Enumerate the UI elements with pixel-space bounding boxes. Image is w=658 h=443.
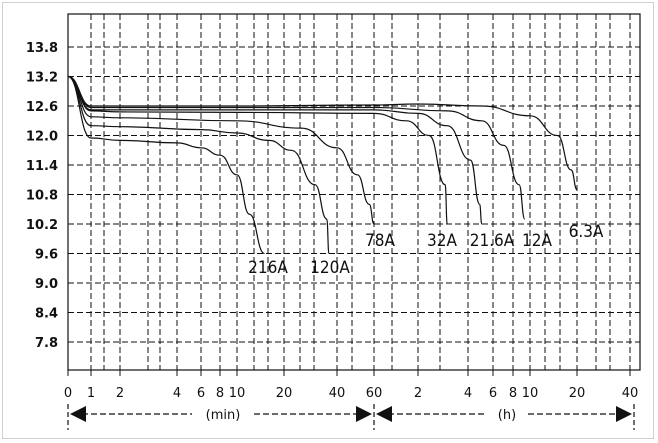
y-tick-label: 10.8 bbox=[26, 189, 58, 204]
x-tick-label: 40 bbox=[622, 386, 639, 401]
x-tick-label: 2 bbox=[414, 386, 422, 401]
time-unit-markers: (min) (h) bbox=[67, 404, 635, 430]
x-tick-label: 40 bbox=[329, 386, 346, 401]
x-tick-label: 6 bbox=[197, 386, 205, 401]
y-tick-labels: 13.8 13.2 12.6 12.0 11.4 10.8 10.2 9.6 9.0 8.4 7.8 bbox=[26, 41, 58, 351]
y-tick-label: 8.4 bbox=[35, 307, 58, 322]
curve-216a bbox=[67, 75, 265, 255]
y-tick-label: 10.2 bbox=[26, 218, 58, 233]
series-label: 32A bbox=[427, 231, 457, 251]
series-label: 12A bbox=[522, 231, 552, 251]
x-tick-labels: 0 1 2 4 6 8 10 20 40 60 2 4 6 8 10 20 40 bbox=[64, 386, 638, 401]
series-labels: 216A 120A 78A 32A 21.6A 12A 6.3A bbox=[248, 222, 604, 278]
min-arrow-left-head bbox=[70, 406, 86, 422]
curve-12a bbox=[67, 75, 526, 220]
y-tick-label: 12.0 bbox=[26, 130, 58, 145]
x-tick-label: 10 bbox=[229, 386, 246, 401]
x-tick-label: 8 bbox=[216, 386, 224, 401]
series-label: 216A bbox=[248, 258, 288, 278]
curve-120a bbox=[67, 75, 330, 255]
x-tick-label: 4 bbox=[464, 386, 472, 401]
curve-6-3a bbox=[67, 75, 578, 191]
x-tick-label: 20 bbox=[569, 386, 586, 401]
y-tick-label: 7.8 bbox=[35, 336, 58, 351]
x-tick-label: 4 bbox=[173, 386, 181, 401]
curve-32a bbox=[67, 75, 448, 225]
series-label: 120A bbox=[310, 258, 350, 278]
h-unit-label: (h) bbox=[498, 408, 516, 423]
curves bbox=[67, 75, 578, 255]
curve-21-6a bbox=[67, 75, 483, 225]
grid bbox=[67, 13, 641, 376]
y-tick-label: 11.4 bbox=[26, 159, 58, 174]
curve-78a bbox=[67, 75, 375, 225]
x-tick-label: 1 bbox=[87, 386, 95, 401]
series-label: 21.6A bbox=[470, 231, 515, 251]
x-tick-label: 0 bbox=[64, 386, 72, 401]
series-label: 78A bbox=[365, 231, 395, 251]
x-tick-label: 60 bbox=[366, 386, 383, 401]
min-unit-label: (min) bbox=[206, 408, 241, 423]
x-tick-label: 2 bbox=[116, 386, 124, 401]
h-arrow-right-head bbox=[616, 406, 632, 422]
x-tick-label: 10 bbox=[522, 386, 539, 401]
y-tick-label: 12.6 bbox=[26, 100, 58, 115]
y-tick-label: 13.8 bbox=[26, 41, 58, 56]
y-tick-label: 9.6 bbox=[35, 248, 58, 263]
plot-border bbox=[67, 13, 641, 371]
x-tick-label: 20 bbox=[276, 386, 293, 401]
series-label: 6.3A bbox=[569, 222, 604, 242]
y-tick-label: 13.2 bbox=[26, 71, 58, 86]
x-tick-label: 6 bbox=[489, 386, 497, 401]
y-tick-label: 9.0 bbox=[35, 277, 58, 292]
x-tick-label: 8 bbox=[509, 386, 517, 401]
h-arrow-left-head bbox=[376, 406, 392, 422]
min-arrow-right-head bbox=[356, 406, 372, 422]
